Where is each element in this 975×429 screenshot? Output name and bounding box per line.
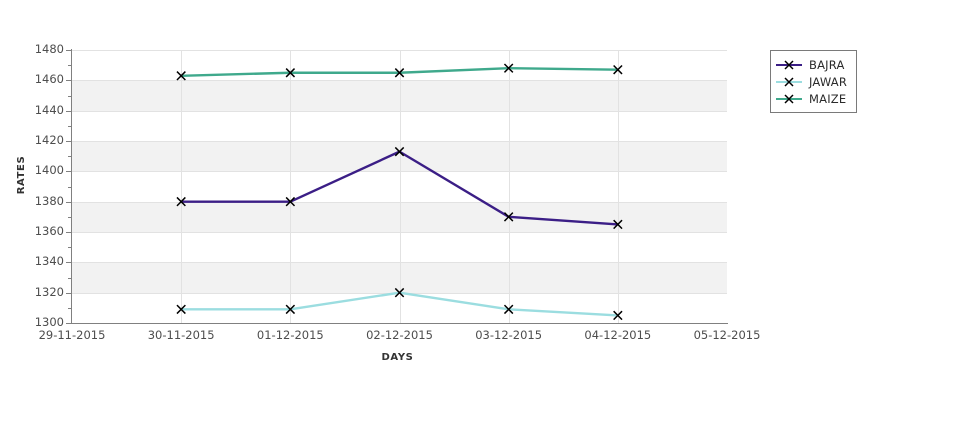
gridline-vertical	[399, 50, 401, 323]
gridline-vertical	[290, 50, 292, 323]
y-axis-minor-tick	[68, 65, 71, 67]
legend-item-label: MAIZE	[809, 91, 847, 106]
y-axis-tick-labels: 1300 1320 1340 1360 1380 1400 1420 1440 1460 1480	[0, 0, 64, 429]
chart-legend: BAJRA JAWAR MAIZE	[770, 50, 858, 113]
y-axis-minor-tick	[68, 307, 71, 309]
y-axis-tick	[66, 80, 71, 82]
data-point-marker[interactable]	[176, 304, 186, 315]
gridline-vertical	[181, 50, 183, 323]
legend-item-label: JAWAR	[809, 74, 848, 89]
series-line	[181, 150, 618, 226]
legend-item-label: BAJRA	[809, 57, 845, 72]
data-point-marker[interactable]	[613, 310, 623, 321]
y-axis-tick	[66, 232, 71, 233]
data-point-marker[interactable]	[613, 219, 623, 230]
legend-swatch-icon	[776, 58, 802, 71]
data-point-marker[interactable]	[176, 196, 186, 207]
legend-marker-x-icon	[784, 94, 794, 104]
y-axis-tick-label: 1440	[34, 102, 64, 117]
x-axis-tick-label: 01-12-2015	[256, 328, 324, 342]
y-axis-minor-tick	[68, 156, 71, 158]
series-jawar	[176, 287, 623, 321]
y-axis-tick-label: 1360	[34, 224, 64, 238]
x-axis-tick-label: 05-12-2015	[693, 328, 761, 342]
gridline-vertical	[617, 50, 619, 323]
legend-item-bajra[interactable]: BAJRA	[776, 56, 847, 73]
data-point-marker[interactable]	[394, 287, 405, 298]
series-line	[181, 291, 618, 317]
series-maize	[176, 63, 623, 81]
data-point-marker[interactable]	[285, 304, 296, 315]
y-axis-tick	[66, 110, 71, 112]
y-axis-tick-label: 1460	[34, 72, 64, 87]
y-axis-line	[71, 49, 72, 324]
y-axis-minor-tick	[68, 216, 71, 218]
data-point-marker[interactable]	[503, 212, 514, 222]
data-point-marker[interactable]	[613, 64, 623, 75]
y-axis-tick	[66, 141, 71, 142]
data-point-marker[interactable]	[285, 196, 296, 207]
y-axis-tick	[66, 262, 71, 264]
data-point-marker[interactable]	[394, 68, 405, 78]
y-axis-minor-tick	[68, 277, 71, 279]
legend-item-jawar[interactable]: JAWAR	[776, 73, 847, 90]
data-point-marker[interactable]	[285, 68, 296, 78]
y-axis-tick	[66, 50, 71, 51]
y-axis-minor-tick	[68, 125, 71, 127]
gridline-vertical	[508, 50, 510, 323]
x-axis-tick-label: 02-12-2015	[366, 328, 433, 342]
series-bajra	[176, 146, 623, 230]
legend-item-maize[interactable]: MAIZE	[776, 90, 847, 107]
x-axis-line	[71, 323, 728, 324]
legend-marker-x-icon	[784, 60, 794, 70]
y-axis-tick-label: 1400	[34, 163, 64, 178]
y-axis-tick-label: 1320	[34, 284, 64, 299]
y-axis-title: RATES	[16, 155, 27, 195]
y-axis-tick	[66, 292, 71, 294]
legend-marker-x-icon	[784, 77, 794, 87]
x-axis-tick-label: 04-12-2015	[584, 328, 652, 342]
data-point-marker[interactable]	[503, 304, 514, 315]
data-point-marker[interactable]	[394, 146, 405, 157]
x-axis-title: DAYS	[381, 352, 414, 363]
y-axis-tick	[66, 201, 71, 203]
y-axis-tick-label: 1420	[34, 133, 64, 147]
x-axis-tick-label: 29-11-2015	[38, 328, 106, 342]
y-axis-tick-label: 1340	[34, 254, 64, 269]
y-axis-minor-tick	[68, 95, 71, 97]
y-axis-tick-label: 1300	[34, 315, 64, 329]
y-axis-tick-label: 1480	[34, 42, 64, 56]
y-axis-tick	[66, 323, 71, 324]
legend-swatch-icon	[776, 92, 802, 105]
y-axis-minor-tick	[68, 186, 71, 188]
x-axis-tick-label: 03-12-2015	[475, 328, 543, 342]
legend-swatch-icon	[776, 75, 802, 88]
y-axis-tick-label: 1380	[34, 193, 64, 208]
x-axis-tick-label: 30-11-2015	[147, 328, 215, 342]
data-point-marker[interactable]	[503, 63, 514, 73]
y-axis-minor-tick	[68, 247, 71, 249]
data-point-marker[interactable]	[176, 71, 186, 81]
y-axis-tick	[66, 171, 71, 173]
